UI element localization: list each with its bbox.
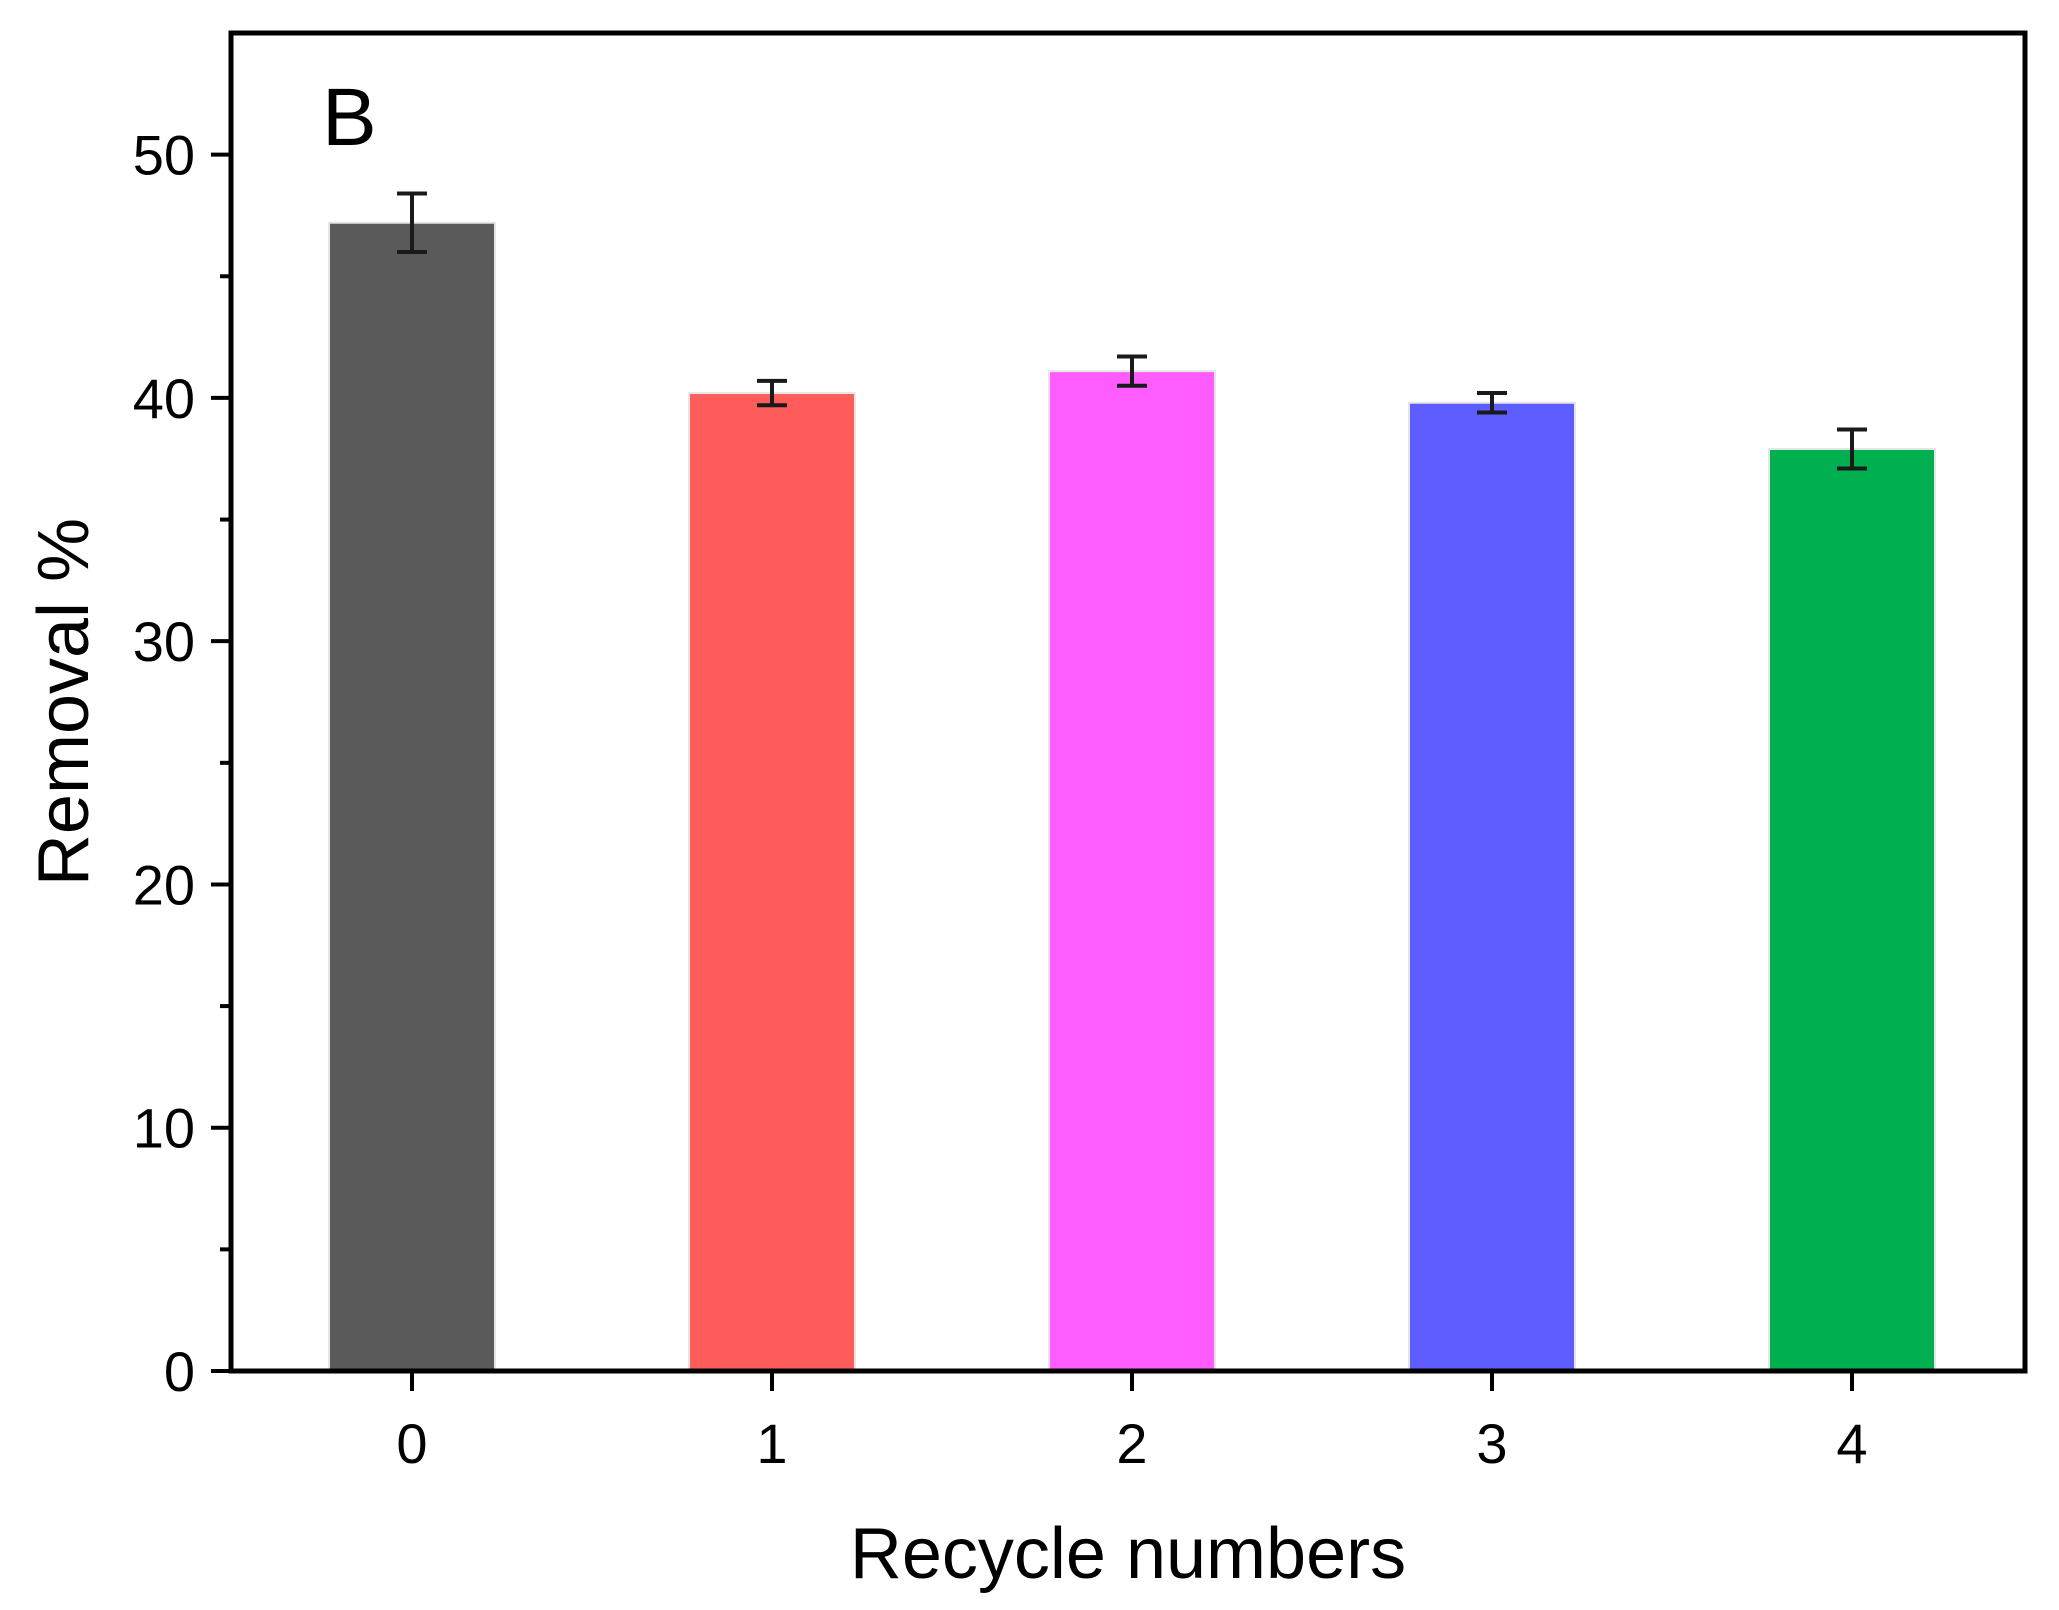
y-axis-title: Removal % — [24, 518, 104, 886]
y-tick-label-30: 30 — [133, 610, 195, 673]
panel-label: B — [322, 72, 377, 163]
y-tick-label-10: 10 — [133, 1097, 195, 1160]
plot-frame — [228, 30, 2028, 1374]
x-axis-title: Recycle numbers — [850, 1514, 1406, 1594]
y-tick-label-40: 40 — [133, 367, 195, 430]
error-bars-layer — [397, 191, 1867, 471]
x-tick-label-2: 2 — [1116, 1412, 1147, 1475]
bar-3 — [1408, 401, 1576, 1372]
y-tick-label-20: 20 — [133, 853, 195, 916]
x-tick-label-1: 1 — [756, 1412, 787, 1475]
x-tick-label-4: 4 — [1836, 1412, 1867, 1475]
y-tick-label-50: 50 — [133, 124, 195, 187]
bar-0 — [328, 221, 496, 1373]
x-tick-label-0: 0 — [396, 1412, 427, 1475]
x-axis: 0 1 2 3 4 — [396, 1371, 1868, 1475]
bar-4 — [1768, 447, 1936, 1373]
y-tick-label-0: 0 — [164, 1340, 195, 1403]
bar-1 — [688, 392, 856, 1372]
bars-layer — [328, 221, 1936, 1373]
bar-2 — [1048, 370, 1216, 1372]
x-tick-label-3: 3 — [1476, 1412, 1507, 1475]
y-axis: 0 10 20 30 40 50 — [133, 124, 231, 1403]
